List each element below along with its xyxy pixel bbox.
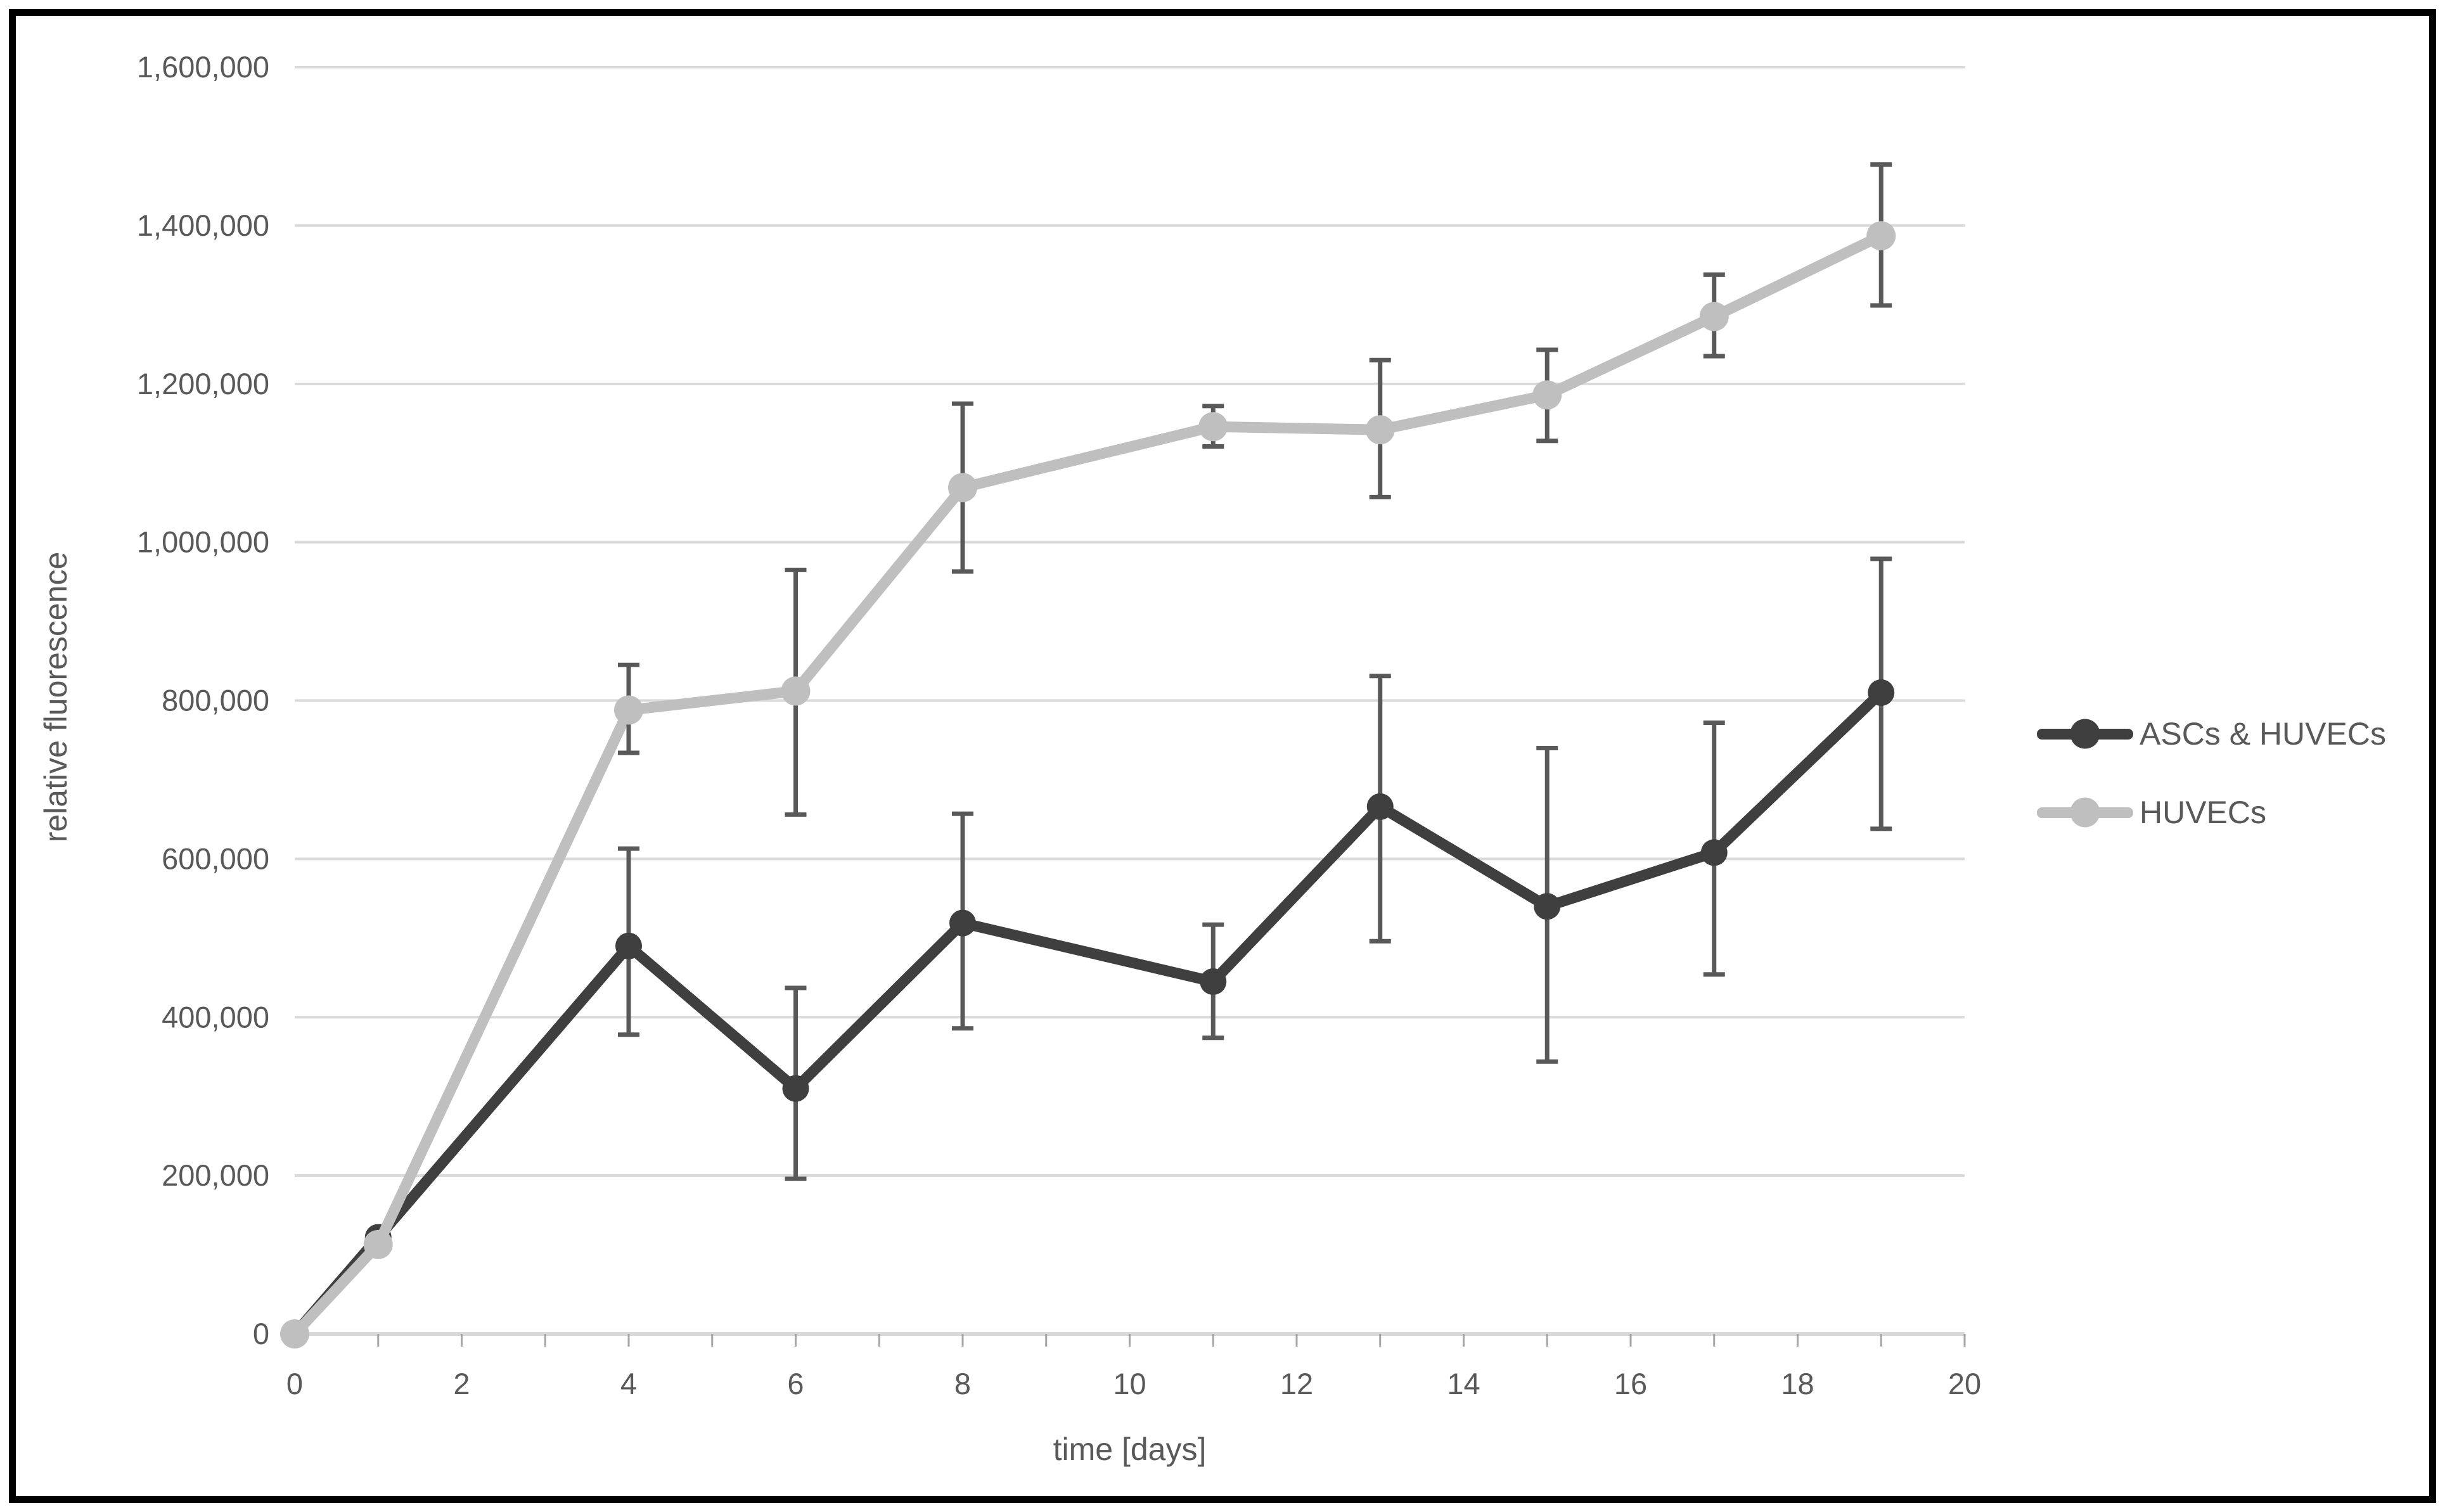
- x-axis-tick-labels: 0 2 4 6 8 10 12 14 16 18 20: [286, 1367, 1981, 1400]
- svg-text:1,000,000: 1,000,000: [137, 525, 269, 559]
- svg-text:6: 6: [787, 1367, 804, 1400]
- legend-swatch-dark-series: [2037, 719, 2133, 749]
- x-axis-title: time [days]: [1053, 1432, 1207, 1467]
- legend-label-ascs-huvecs: ASCs & HUVECs: [2140, 716, 2386, 752]
- svg-text:0: 0: [286, 1367, 303, 1400]
- svg-text:1,600,000: 1,600,000: [137, 50, 269, 84]
- svg-text:4: 4: [620, 1367, 637, 1400]
- svg-text:400,000: 400,000: [162, 1000, 269, 1034]
- y-axis-tick-labels: 0 200,000 400,000 600,000 800,000 1,000,000 1,…: [137, 50, 269, 1350]
- legend-item-huvecs: HUVECs: [2037, 773, 2386, 852]
- svg-text:16: 16: [1614, 1367, 1647, 1400]
- svg-text:20: 20: [1948, 1367, 1981, 1400]
- legend-marker-dot-icon: [2070, 797, 2100, 828]
- x-axis-tick-marks: [377, 1334, 1966, 1347]
- svg-text:1,400,000: 1,400,000: [137, 208, 269, 242]
- svg-text:600,000: 600,000: [162, 842, 269, 875]
- svg-text:10: 10: [1113, 1367, 1146, 1400]
- svg-text:800,000: 800,000: [162, 684, 269, 717]
- svg-text:2: 2: [453, 1367, 470, 1400]
- svg-text:14: 14: [1447, 1367, 1480, 1400]
- y-axis-title: relative fluorescence: [38, 551, 74, 843]
- legend-label-huvecs: HUVECs: [2140, 795, 2267, 830]
- svg-text:12: 12: [1280, 1367, 1313, 1400]
- y-gridlines: [295, 66, 1965, 1336]
- legend-marker-dot-icon: [2070, 719, 2100, 749]
- series-ascs-huvecs: [281, 556, 1895, 1347]
- legend-swatch-gray-series: [2037, 797, 2133, 828]
- svg-text:0: 0: [253, 1317, 269, 1350]
- series-huvecs: [280, 162, 1896, 1349]
- data-series: [280, 162, 1896, 1349]
- legend: ASCs & HUVECs HUVECs: [2037, 695, 2386, 852]
- svg-text:200,000: 200,000: [162, 1158, 269, 1192]
- svg-text:1,200,000: 1,200,000: [137, 367, 269, 400]
- legend-item-ascs-huvecs: ASCs & HUVECs: [2037, 695, 2386, 773]
- svg-text:18: 18: [1781, 1367, 1814, 1400]
- svg-text:8: 8: [954, 1367, 971, 1400]
